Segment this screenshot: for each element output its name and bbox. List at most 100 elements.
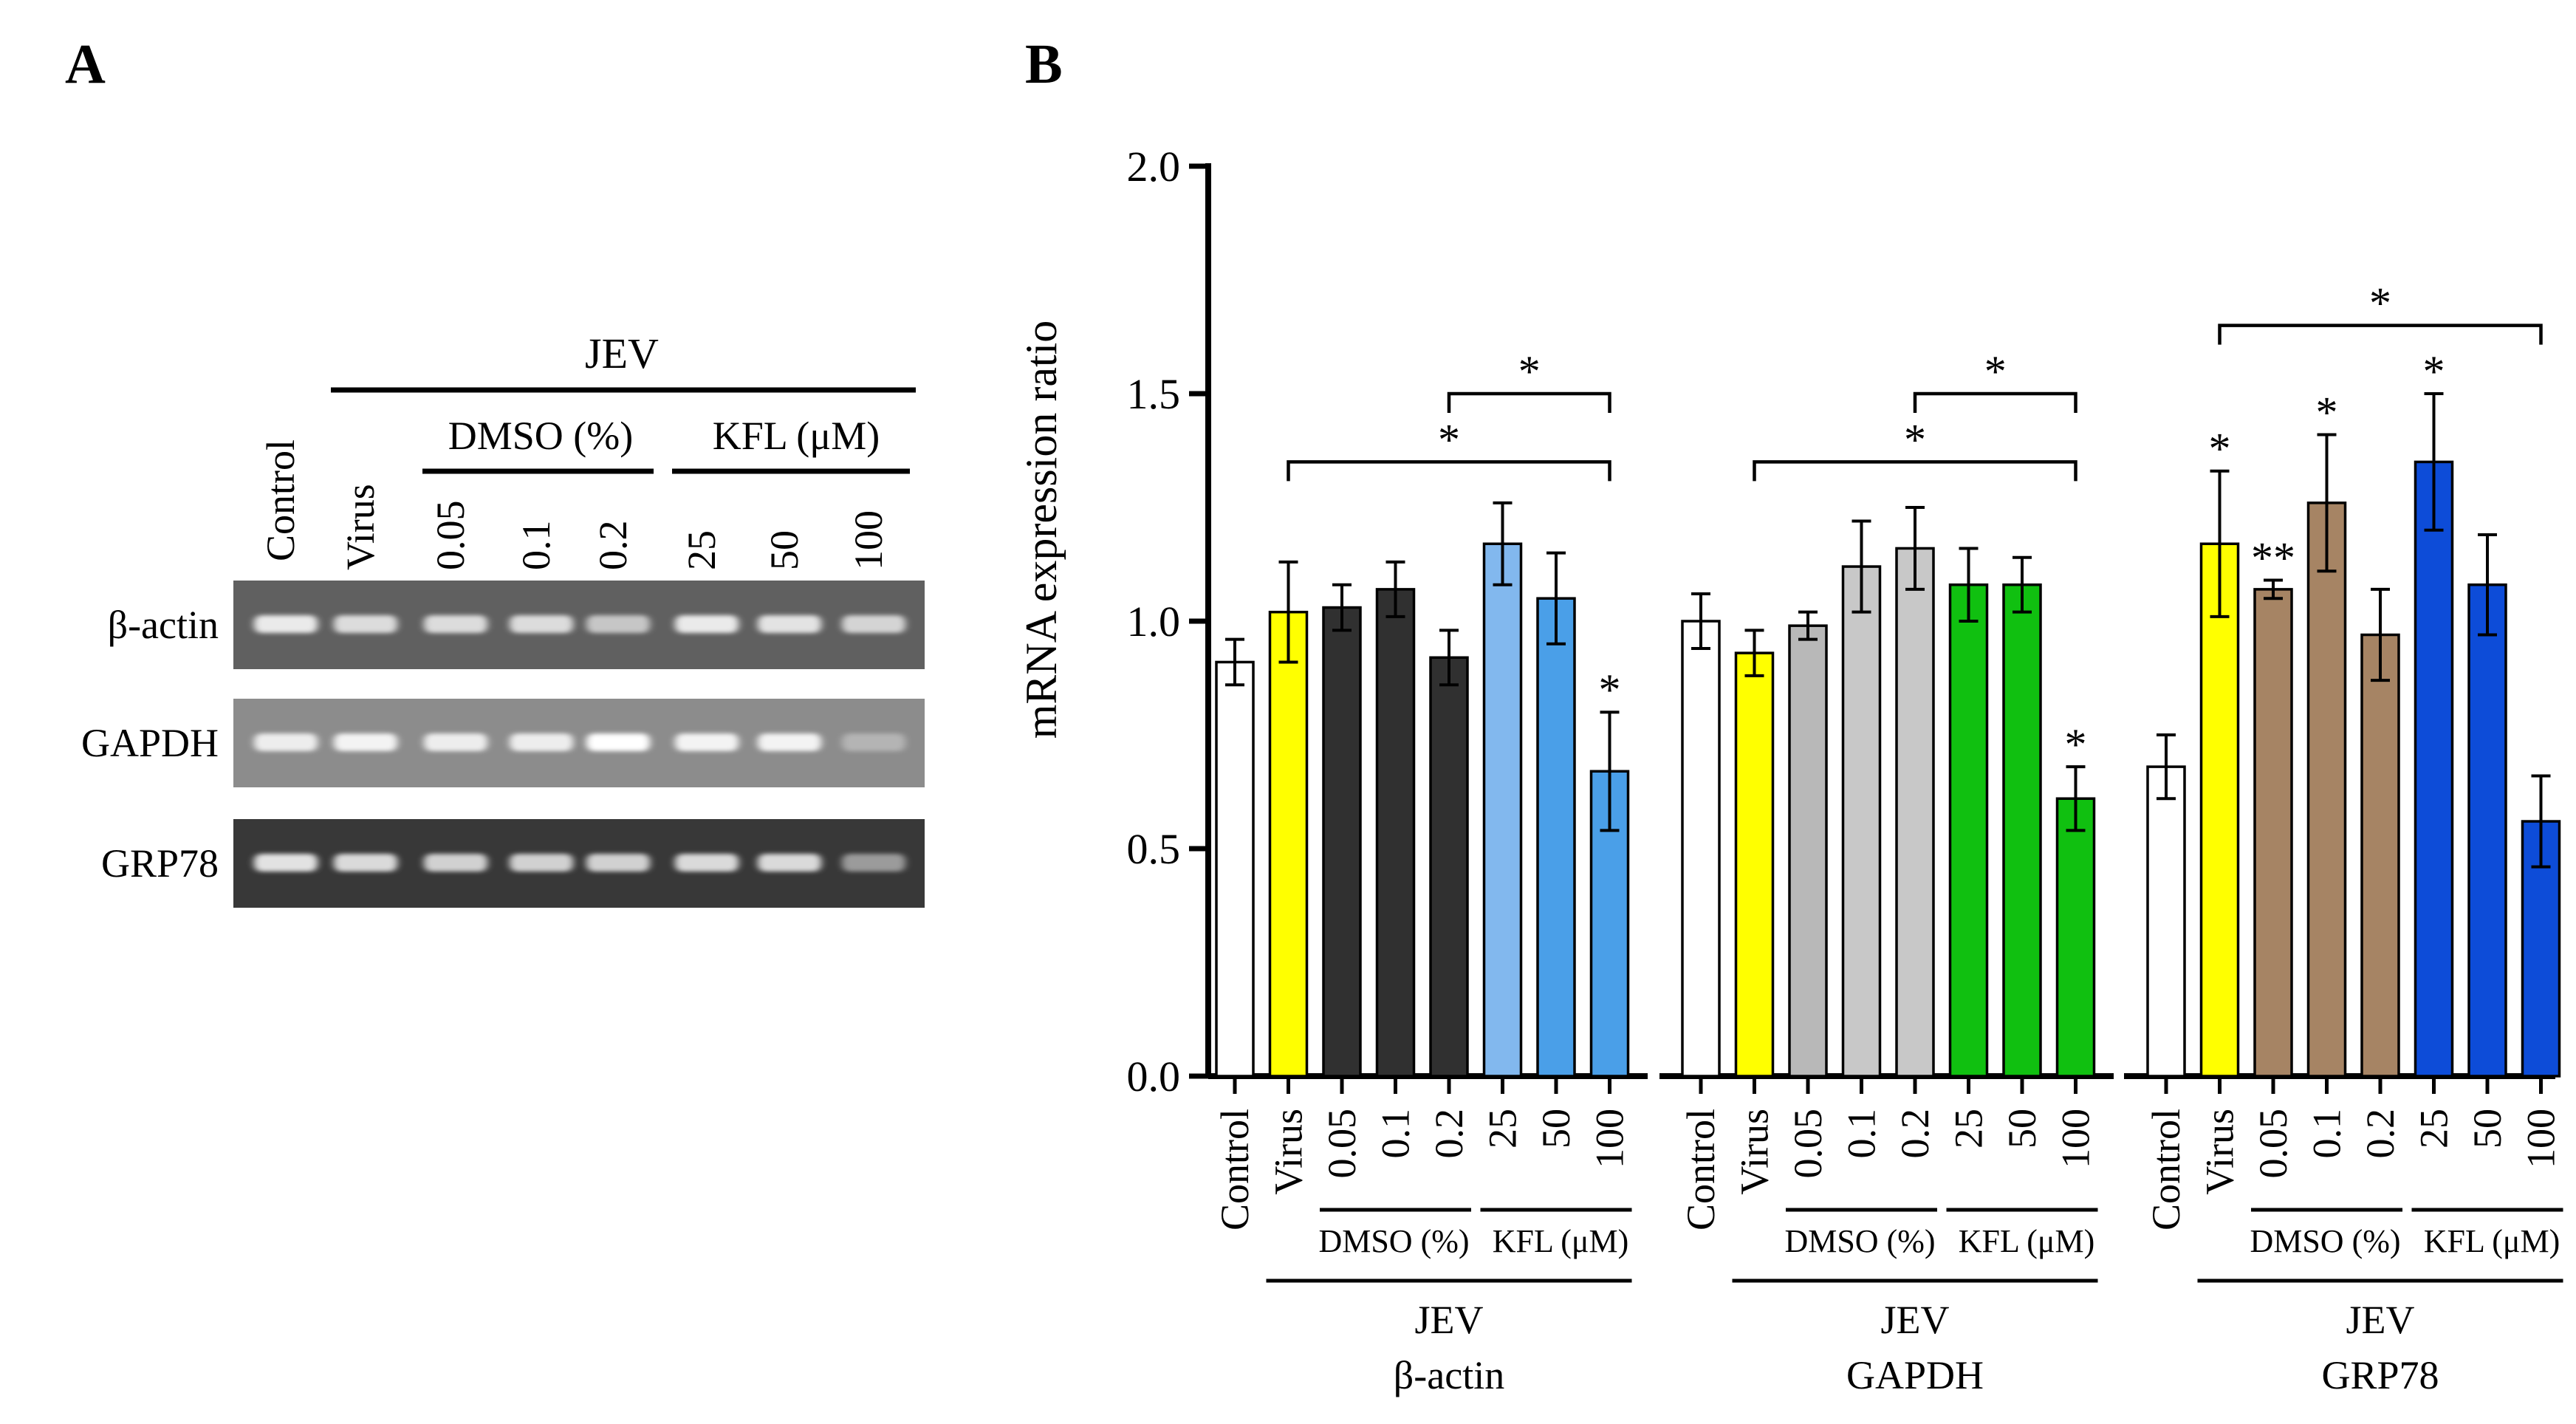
- dmso-label: DMSO (%): [2250, 1223, 2400, 1259]
- significance-bracket: [1287, 460, 1611, 482]
- x-tick-label: 0.1: [1374, 1109, 1418, 1159]
- gel-lane-label: Virus: [338, 484, 383, 570]
- gel-row-label: GRP78: [101, 841, 219, 886]
- gel-band: [254, 733, 318, 751]
- gel-band: [675, 854, 739, 872]
- gel-lane-label: 100: [846, 510, 891, 570]
- y-tick-label: 2.0: [1127, 143, 1181, 191]
- bar: [1482, 542, 1523, 1078]
- x-tick-label: 25: [1481, 1109, 1525, 1149]
- bracket-star: *: [1984, 347, 2007, 396]
- gel-band: [254, 615, 318, 633]
- gel-lane-label: 50: [762, 530, 806, 570]
- bar: [1681, 620, 1721, 1078]
- bar: [1429, 656, 1469, 1078]
- bar-group: Control Virus 0.05 0.1 0.2 25 50 * 100 * * DMSO (%)…: [1659, 347, 2114, 1397]
- bar: [1788, 624, 1828, 1078]
- y-tick-label: 1.0: [1127, 598, 1181, 646]
- jev-label: JEV: [1415, 1298, 1484, 1342]
- gel-lane-label: 0.2: [591, 521, 635, 571]
- gel-band: [675, 615, 739, 633]
- gel-band: [758, 615, 821, 633]
- bracket-star: *: [1518, 347, 1541, 396]
- gel-row: GRP78: [101, 819, 925, 908]
- gel-band: [842, 615, 905, 633]
- y-axis-label: mRNA expression ratio: [1017, 321, 1066, 739]
- kfl-label: KFL (μM): [2424, 1223, 2560, 1259]
- bar: [1536, 597, 1576, 1078]
- significance-star: *: [2065, 720, 2087, 769]
- significance-bracket: [1753, 460, 2077, 482]
- gel-band: [510, 854, 573, 872]
- x-tick-label: 0.1: [1840, 1109, 1884, 1159]
- x-tick-label: 50: [1534, 1109, 1578, 1149]
- kfl-label: KFL (μM): [1959, 1223, 2095, 1259]
- gel-band: [586, 854, 650, 872]
- x-tick-label: Virus: [1733, 1109, 1777, 1195]
- gel-rows: β-actin GAPDH GRP78: [81, 581, 925, 908]
- y-tick-label: 1.5: [1127, 370, 1181, 418]
- panel-b-label: B: [1025, 33, 1063, 95]
- x-tick-label: 0.05: [1786, 1109, 1830, 1179]
- gel-row-label: β-actin: [108, 603, 219, 647]
- significance-star: *: [1599, 665, 1621, 714]
- x-tick-label: 25: [1947, 1109, 1991, 1149]
- gel-band: [334, 733, 397, 751]
- bar: [1322, 606, 1362, 1078]
- gel-band: [424, 854, 487, 872]
- panel-b-chart: B mRNA expression ratio 0.00.51.01.52.0 …: [1017, 33, 2563, 1397]
- group-name: β-actin: [1394, 1353, 1504, 1397]
- gel-band: [334, 615, 397, 633]
- gel-band: [758, 733, 821, 751]
- bracket-star: *: [1438, 415, 1460, 464]
- jev-label: JEV: [2346, 1298, 2415, 1342]
- x-tick-label: Control: [1213, 1109, 1257, 1230]
- gel-band: [675, 733, 739, 751]
- bar: [2253, 588, 2293, 1078]
- bar-groups: Control Virus 0.05 0.1 0.2 25 50*100**DMSO (%)…: [1208, 279, 2563, 1397]
- x-tick-label: 25: [2412, 1109, 2456, 1149]
- y-tick-label: 0.5: [1127, 825, 1181, 873]
- bar: [1895, 547, 1935, 1078]
- bar: [1734, 651, 1775, 1078]
- x-tick-label: 0.05: [2251, 1109, 2295, 1179]
- bar: [2002, 583, 2042, 1078]
- x-tick-label: Virus: [1267, 1109, 1311, 1195]
- gel-row-label: GAPDH: [81, 721, 219, 765]
- panel-a-gel: A JEV DMSO (%) KFL (μM) Control Virus 0.05…: [65, 33, 925, 908]
- gel-lane-labels: Control Virus 0.05 0.1 0.2 25 50 100: [258, 439, 891, 570]
- x-tick-label: 100: [2519, 1109, 2563, 1168]
- gel-dmso-label: DMSO (%): [448, 414, 634, 458]
- y-axis: 0.0 0.5 1.0 1.5 2.0: [1127, 143, 1211, 1100]
- x-tick-label: Virus: [2198, 1109, 2242, 1195]
- kfl-label: KFL (μM): [1493, 1223, 1629, 1259]
- gel-row: GAPDH: [81, 699, 925, 787]
- group-name: GRP78: [2321, 1353, 2439, 1397]
- x-tick-label: 50: [2465, 1109, 2510, 1149]
- gel-band: [424, 615, 487, 633]
- significance-star: *: [2316, 388, 2338, 437]
- gel-band: [842, 733, 905, 751]
- significance-bracket: [2218, 324, 2543, 345]
- gel-band: [586, 733, 650, 751]
- group-name: GAPDH: [1846, 1353, 1984, 1397]
- gel-kfl-label: KFL (μM): [713, 414, 880, 458]
- x-tick-label: 0.2: [1893, 1109, 1937, 1159]
- gel-band: [334, 854, 397, 872]
- significance-star: **: [2251, 534, 2295, 583]
- x-tick-label: Control: [1679, 1109, 1723, 1230]
- bar: [2414, 460, 2454, 1078]
- bar: [2055, 797, 2096, 1078]
- gel-band: [586, 615, 650, 633]
- bar: [2467, 583, 2507, 1078]
- bar: [1268, 610, 1309, 1078]
- bar-group: Control * Virus ** 0.05 * 0.1 0.2 * 25 50 100 * DMSO …: [2124, 279, 2563, 1397]
- gel-band: [758, 854, 821, 872]
- bar: [1841, 565, 1882, 1078]
- significance-star: *: [2209, 425, 2231, 473]
- significance-bracket: [1913, 391, 2077, 413]
- bar: [1948, 583, 1989, 1078]
- gel-band: [842, 854, 905, 872]
- y-tick-label: 0.0: [1127, 1052, 1181, 1100]
